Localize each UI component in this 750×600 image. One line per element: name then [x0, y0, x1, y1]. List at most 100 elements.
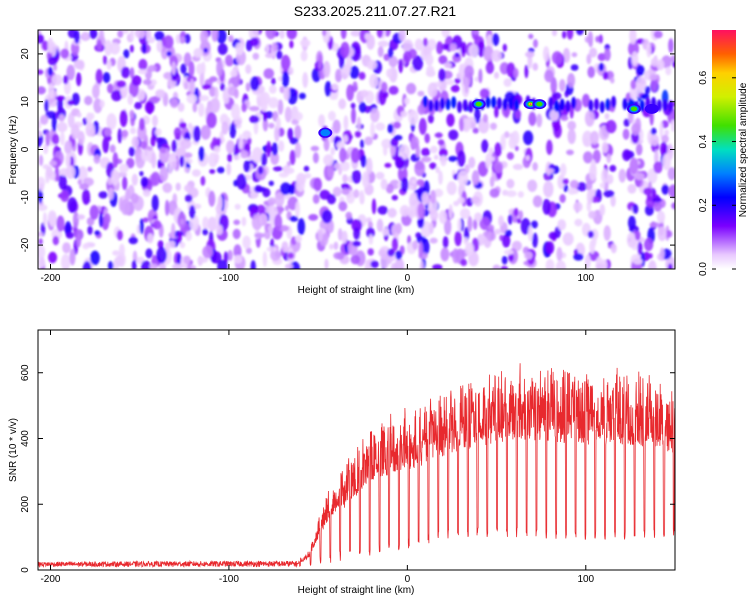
- heatmap-cell: [137, 69, 148, 75]
- heatmap-cell: [103, 213, 111, 225]
- heatmap-cell: [473, 218, 478, 230]
- heatmap-cell: [657, 226, 667, 242]
- heatmap-cell: [502, 43, 507, 52]
- heatmap-cell: [278, 140, 285, 152]
- heatmap-cell: [242, 130, 252, 140]
- heatmap-cell: [419, 260, 424, 269]
- heatmap-cell: [243, 160, 251, 173]
- heatmap-cell: [442, 236, 449, 249]
- heatmap-cell: [288, 67, 294, 75]
- heatmap-cell: [651, 197, 663, 203]
- heatmap-cell: [527, 179, 538, 192]
- heatmap-cell: [506, 190, 517, 198]
- heatmap-cell: [228, 35, 234, 43]
- heatmap-cell: [176, 253, 181, 265]
- heatmap-cell: [446, 113, 455, 127]
- heatmap-cell: [399, 144, 410, 160]
- heatmap-cell: [38, 238, 43, 246]
- heatmap-cell: [371, 198, 377, 215]
- heatmap-cell: [380, 253, 390, 269]
- heatmap-cell: [383, 53, 390, 61]
- heatmap-cell: [648, 260, 657, 269]
- heatmap-cell: [196, 63, 205, 75]
- heatmap-cell: [387, 207, 397, 218]
- heatmap-cell: [336, 252, 345, 260]
- heatmap-cell: [527, 225, 533, 242]
- heatmap-cell: [427, 82, 438, 98]
- heatmap-cell: [283, 167, 295, 175]
- heatmap-cell: [606, 153, 612, 164]
- heatmap-cell: [340, 30, 347, 40]
- heatmap-cell: [46, 166, 53, 178]
- heatmap-cell: [649, 73, 658, 81]
- heatmap-cell: [366, 227, 375, 239]
- heatmap-cell: [399, 205, 410, 217]
- heatmap-cell: [212, 137, 218, 147]
- heatmap-cell: [461, 118, 471, 133]
- heatmap-cell: [525, 51, 535, 58]
- heatmap-cell: [184, 184, 192, 192]
- heatmap-cell: [460, 258, 468, 267]
- heatmap-cell: [252, 52, 260, 60]
- heatmap-cell: [249, 106, 260, 112]
- heatmap-cell: [223, 92, 230, 105]
- heatmap-cell: [342, 174, 348, 183]
- heatmap-cell: [129, 67, 135, 79]
- heatmap-cell: [294, 111, 303, 121]
- heatmap-cell: [168, 240, 176, 249]
- heatmap-cell: [502, 98, 508, 111]
- heatmap-cell: [350, 147, 360, 164]
- heatmap-cell: [175, 34, 182, 44]
- heatmap-cell: [438, 170, 443, 185]
- heatmap-cell: [629, 30, 637, 45]
- heatmap-cell: [131, 136, 140, 148]
- heatmap-cell: [417, 202, 425, 219]
- heatmap-cell: [323, 60, 331, 78]
- heatmap-cell: [261, 152, 268, 167]
- heatmap-cell: [275, 117, 281, 130]
- heatmap-cell: [60, 189, 70, 202]
- colorbar-tick-label: 0.4: [698, 134, 709, 148]
- heatmap-cell: [464, 164, 470, 174]
- heatmap-cell: [117, 172, 128, 178]
- heatmap-cell: [175, 182, 181, 191]
- heatmap-cell: [289, 40, 294, 49]
- heatmap-cell: [590, 159, 597, 173]
- heatmap-cell: [551, 30, 558, 37]
- heatmap-cell: [653, 201, 662, 212]
- heatmap-cell: [536, 113, 543, 128]
- heatmap-cell: [471, 196, 481, 204]
- heatmap-cell: [129, 44, 134, 53]
- heatmap-hotspot: [320, 129, 331, 137]
- heatmap-cell: [66, 64, 75, 81]
- heatmap-cell: [493, 228, 502, 235]
- heatmap-cell: [179, 122, 187, 129]
- heatmap-cell: [242, 235, 251, 249]
- heatmap-cell: [140, 176, 149, 188]
- heatmap-cell: [56, 121, 68, 133]
- heatmap-cell: [648, 253, 653, 259]
- heatmap-cell: [667, 167, 675, 181]
- heatmap-cell: [532, 62, 539, 71]
- heatmap-cell: [501, 255, 508, 265]
- heatmap-cell: [474, 107, 481, 124]
- heatmap-cell: [517, 191, 525, 198]
- heatmap-cell: [485, 96, 491, 109]
- heatmap-cell: [650, 57, 659, 67]
- heatmap-cell: [502, 234, 511, 248]
- heatmap-cell: [647, 168, 658, 184]
- heatmap-cell: [327, 194, 336, 205]
- heatmap-cell: [387, 47, 394, 58]
- heatmap-cell: [96, 39, 103, 51]
- heatmap-cell: [636, 65, 645, 76]
- heatmap-cell: [555, 260, 566, 269]
- heatmap-cell: [445, 98, 451, 111]
- heatmap-cell: [626, 232, 637, 248]
- heatmap-cell: [492, 264, 501, 269]
- heatmap-cell: [635, 143, 643, 156]
- heatmap-cell: [360, 155, 367, 168]
- heatmap-cell: [332, 119, 341, 134]
- heatmap-cell: [505, 229, 512, 237]
- heatmap-cell: [584, 110, 595, 127]
- heatmap-cell: [412, 240, 419, 251]
